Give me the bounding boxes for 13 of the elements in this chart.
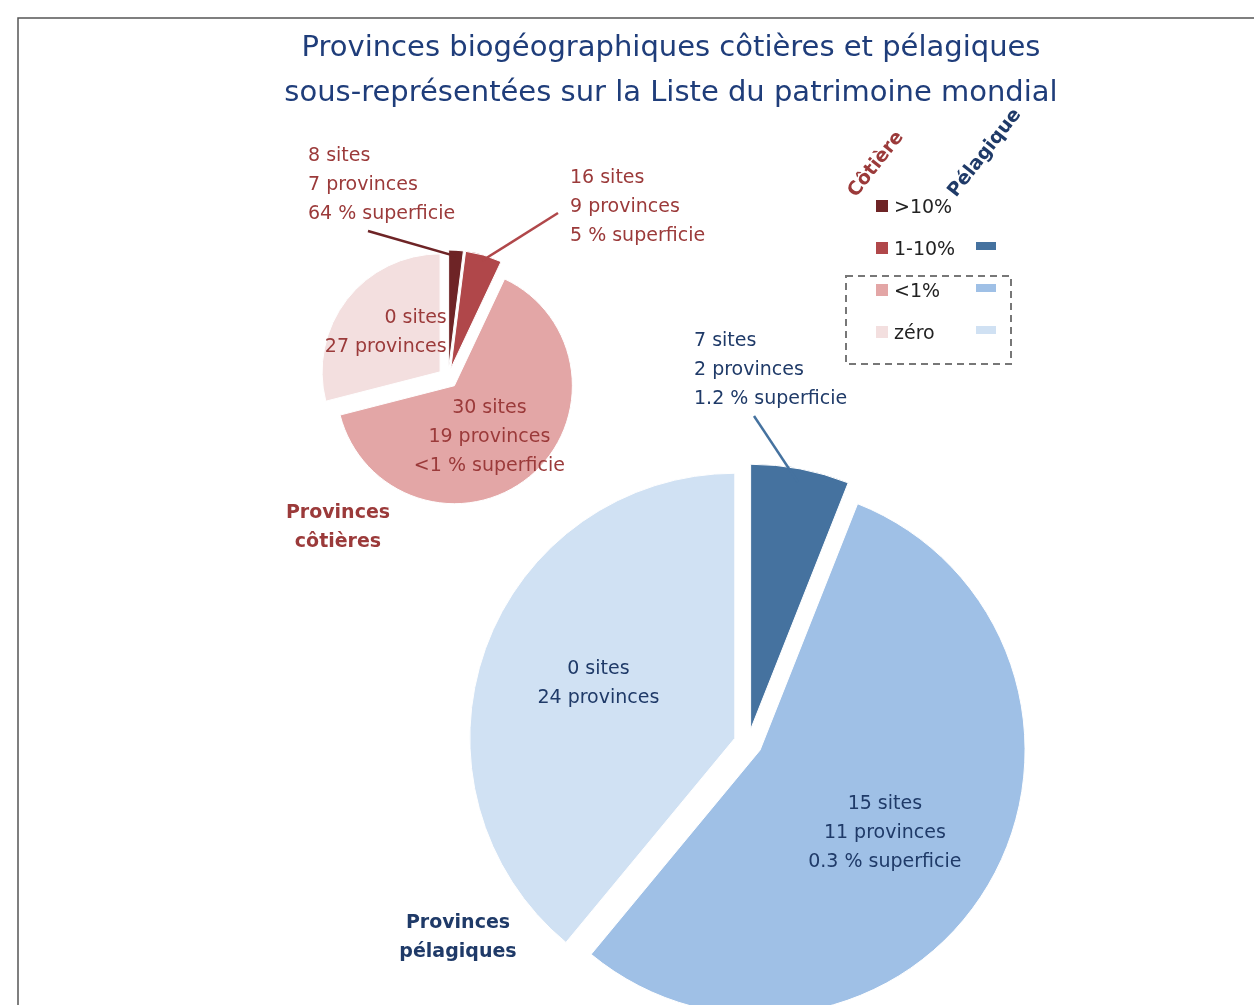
text: 7 sites 2 provinces 1.2 % superficie [694,328,848,408]
text: Provinces côtières [285,500,391,551]
text: Provinces pélagiques [399,910,517,961]
legend-label: zéro [894,321,935,343]
text: Provinces biogéographiques côtières et pélagiques sous-représentées sur la Liste du patrimoine mondial [284,29,1058,108]
text: 0 sites 24 provinces [537,656,660,708]
text: 15 sites 11 provinces 0.3 % superficie [808,790,962,871]
text: 16 sites 9 provinces 5 % superficie [570,165,706,245]
legend-label: <1% [894,279,941,301]
legend-label: 1-10% [894,237,956,259]
text: 0 sites 27 provinces [324,305,447,357]
legend-label: >10% [894,195,953,217]
text: 8 sites 7 provinces 64 % superficie [308,143,456,223]
